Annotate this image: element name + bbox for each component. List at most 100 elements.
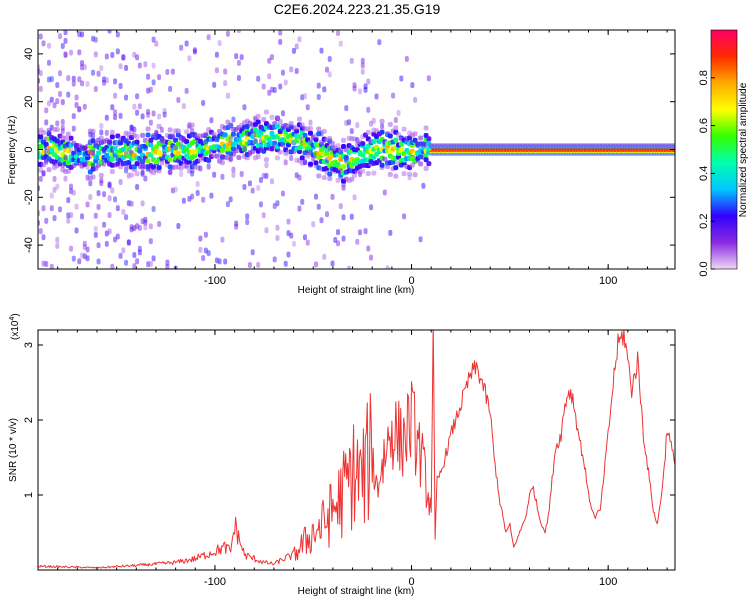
heat-cell-246 xyxy=(90,128,96,134)
heat-cell-248 xyxy=(91,69,96,76)
heat-cell-561 xyxy=(165,259,170,266)
heat-cell-1117 xyxy=(327,71,332,78)
heat-cell-394 xyxy=(126,159,132,165)
heat-cell-639 xyxy=(187,55,192,62)
heat-cell-670 xyxy=(195,181,200,188)
heat-cell-448 xyxy=(137,148,143,154)
heat-cell-144 xyxy=(66,197,71,204)
heat-cell-1158 xyxy=(338,40,343,47)
heat-cell-1417 xyxy=(426,136,432,142)
heat-cell-1076 xyxy=(316,93,321,100)
heat-cell-1184 xyxy=(347,265,352,269)
heat-cell-329 xyxy=(110,104,115,111)
heat-cell-331 xyxy=(110,263,115,269)
heat-cell-367 xyxy=(118,112,123,119)
heat-cell-270 xyxy=(96,242,101,249)
heat-cell-988 xyxy=(291,240,296,247)
heat-cell-429 xyxy=(132,126,137,133)
heat-cell-1194 xyxy=(349,128,354,135)
heat-cell-1075 xyxy=(316,126,322,132)
heat-cell-861 xyxy=(255,153,261,159)
heat-cell-512 xyxy=(151,206,156,213)
heat-cell-898 xyxy=(264,172,269,179)
heat-cell-131 xyxy=(63,175,68,182)
heat-cell-484 xyxy=(145,126,151,132)
heat-cell-428 xyxy=(132,103,137,110)
heat-cell-287 xyxy=(99,180,104,187)
heat-cell-118 xyxy=(60,99,65,106)
heat-cell-996 xyxy=(294,128,300,134)
colorbar-tick-label: 0.0 xyxy=(698,261,710,276)
heat-cell-1162 xyxy=(341,164,347,170)
heat-cell-323 xyxy=(109,156,115,162)
heat-cell-823 xyxy=(242,145,247,152)
heat-cell-876 xyxy=(258,177,263,184)
heat-cell-788 xyxy=(231,116,236,123)
heat-cell-620 xyxy=(181,103,186,110)
heat-cell-796 xyxy=(234,53,239,60)
heat-cell-1115 xyxy=(327,136,333,142)
heat-cell-390 xyxy=(124,94,129,101)
heat-cell-850 xyxy=(250,249,255,256)
heat-cell-1040 xyxy=(305,104,310,111)
heat-cell-569 xyxy=(167,127,173,133)
heat-cell-145 xyxy=(66,91,71,98)
heat-cell-1174 xyxy=(344,105,349,112)
heat-cell-1005 xyxy=(296,133,302,139)
heat-cell-1128 xyxy=(330,193,335,200)
heat-cell-96 xyxy=(55,242,60,249)
heat-cell-285 xyxy=(99,65,104,72)
heat-cell-660 xyxy=(192,48,197,55)
heat-cell-961 xyxy=(283,260,288,267)
heat-cell-180 xyxy=(74,203,79,210)
heat-cell-271 xyxy=(96,203,101,210)
heat-cell-696 xyxy=(203,231,208,238)
heat-cell-366 xyxy=(118,63,123,70)
heat-cell-1314 xyxy=(387,133,393,139)
heat-cell-942 xyxy=(278,30,283,36)
heat-cell-169 xyxy=(71,80,76,87)
heat-cell-136 xyxy=(63,52,68,59)
heat-cell-869 xyxy=(256,184,261,191)
heat-cell-887 xyxy=(261,212,266,219)
heat-cell-211 xyxy=(82,240,87,247)
heat-cell-499 xyxy=(148,238,153,245)
colorbar-tick-label: 0.6 xyxy=(698,118,710,133)
heat-cell-726 xyxy=(212,171,217,178)
heat-cell-455 xyxy=(137,224,142,231)
heat-cell-261 xyxy=(93,51,98,58)
heat-cell-342 xyxy=(113,196,118,203)
heat-cell-1254 xyxy=(366,245,371,252)
snr-ticks: -100 0 100 1 2 3 xyxy=(23,330,675,588)
heat-cell-354 xyxy=(115,48,120,55)
heat-cell-149 xyxy=(66,75,71,82)
heat-cell-1234 xyxy=(360,57,365,64)
heat-cell-1002 xyxy=(296,148,302,154)
heat-cell-913 xyxy=(269,114,275,120)
heat-cell-1031 xyxy=(305,153,311,159)
x-tick-label: 0 xyxy=(408,576,414,588)
heat-cell-929 xyxy=(274,123,280,129)
heat-cell-1145 xyxy=(335,143,341,149)
colorbar-ticks: 0.0 0.2 0.4 0.6 0.8 xyxy=(698,70,715,277)
heat-cell-933 xyxy=(275,235,280,242)
heat-cell-1010 xyxy=(297,174,302,181)
heat-cell-155 xyxy=(69,212,74,219)
heat-cell-707 xyxy=(206,163,211,170)
heat-cell-65 xyxy=(49,147,55,153)
heat-cell-199 xyxy=(80,31,85,38)
heat-cell-341 xyxy=(113,109,118,116)
heat-cell-328 xyxy=(110,187,115,194)
heat-cell-925 xyxy=(274,155,280,161)
heat-cell-260 xyxy=(93,86,98,93)
heat-cell-73 xyxy=(49,205,54,212)
heat-cell-47 xyxy=(44,107,49,114)
heat-cell-1348 xyxy=(399,75,404,82)
heat-cell-154 xyxy=(68,135,74,141)
heat-cell-473 xyxy=(143,175,148,182)
heat-cell-742 xyxy=(217,258,222,265)
heat-cell-1108 xyxy=(325,211,330,218)
heat-cell-934 xyxy=(275,200,280,207)
heat-cell-38 xyxy=(41,234,46,241)
heat-cell-336 xyxy=(112,146,118,152)
